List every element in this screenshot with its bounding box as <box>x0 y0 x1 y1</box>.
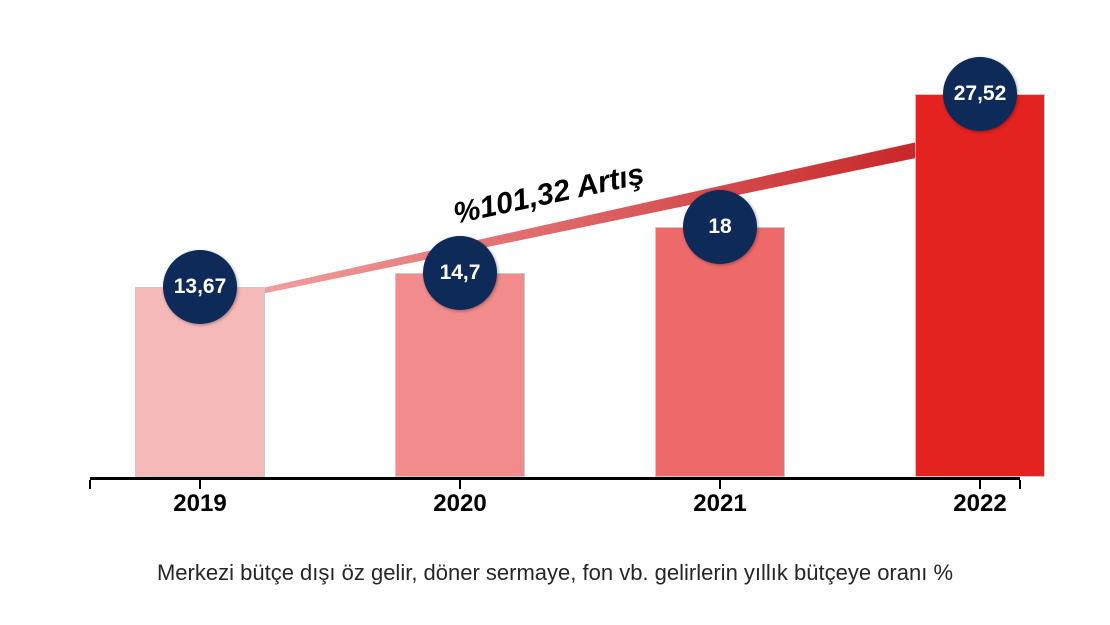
value-badge-2019: 13,67 <box>163 250 237 324</box>
x-tick <box>1019 480 1021 489</box>
trend-arrow-label: %101,32 Artış <box>450 157 647 231</box>
x-tick <box>719 480 721 489</box>
x-tick <box>979 480 981 489</box>
chart-container: %101,32 Artış 13,67 2019 14,7 2020 18 2021 27,… <box>0 0 1110 625</box>
x-tick <box>89 480 91 489</box>
category-label-2022: 2022 <box>953 490 1006 518</box>
chart-caption: Merkezi bütçe dışı öz gelir, döner serma… <box>0 560 1110 586</box>
category-label-2019: 2019 <box>173 490 226 518</box>
category-label-2021: 2021 <box>693 490 746 518</box>
value-badge-2020: 14,7 <box>423 236 497 310</box>
category-label-2020: 2020 <box>433 490 486 518</box>
value-badge-2022: 27,52 <box>943 57 1017 131</box>
x-tick <box>459 480 461 489</box>
plot-area: %101,32 Artış 13,67201914,7202018202127,… <box>90 60 1020 480</box>
x-axis <box>90 477 1020 480</box>
value-badge-2021: 18 <box>683 190 757 264</box>
x-tick <box>199 480 201 489</box>
bar-2022 <box>915 94 1045 477</box>
bar-2021 <box>655 227 785 477</box>
